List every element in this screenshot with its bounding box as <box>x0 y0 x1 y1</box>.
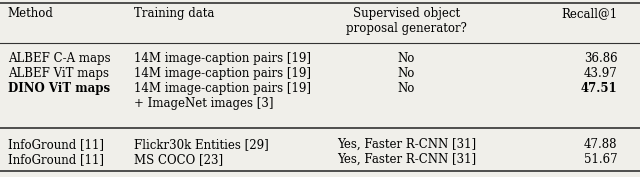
Text: MS COCO [23]: MS COCO [23] <box>134 153 223 166</box>
Text: No: No <box>397 67 415 80</box>
Text: 14M image-caption pairs [19]: 14M image-caption pairs [19] <box>134 52 312 65</box>
Text: 47.51: 47.51 <box>581 82 618 95</box>
Text: InfoGround [11]: InfoGround [11] <box>8 153 104 166</box>
Text: No: No <box>397 52 415 65</box>
Text: Method: Method <box>8 7 54 20</box>
Text: Recall@1: Recall@1 <box>561 7 618 20</box>
Text: InfoGround [11]: InfoGround [11] <box>8 138 104 151</box>
Text: Yes, Faster R-CNN [31]: Yes, Faster R-CNN [31] <box>337 138 476 151</box>
Text: 51.67: 51.67 <box>584 153 618 166</box>
Text: Flickr30k Entities [29]: Flickr30k Entities [29] <box>134 138 269 151</box>
Text: Training data: Training data <box>134 7 215 20</box>
Text: ALBEF ViT maps: ALBEF ViT maps <box>8 67 109 80</box>
Text: Yes, Faster R-CNN [31]: Yes, Faster R-CNN [31] <box>337 153 476 166</box>
Text: No: No <box>397 82 415 95</box>
Text: 14M image-caption pairs [19]: 14M image-caption pairs [19] <box>134 67 312 80</box>
Text: Supervised object
proposal generator?: Supervised object proposal generator? <box>346 7 467 35</box>
Text: 14M image-caption pairs [19]
+ ImageNet images [3]: 14M image-caption pairs [19] + ImageNet … <box>134 82 312 110</box>
Text: 43.97: 43.97 <box>584 67 618 80</box>
Text: 47.88: 47.88 <box>584 138 618 151</box>
Text: DINO ViT maps: DINO ViT maps <box>8 82 110 95</box>
Text: ALBEF C-A maps: ALBEF C-A maps <box>8 52 110 65</box>
Text: 36.86: 36.86 <box>584 52 618 65</box>
